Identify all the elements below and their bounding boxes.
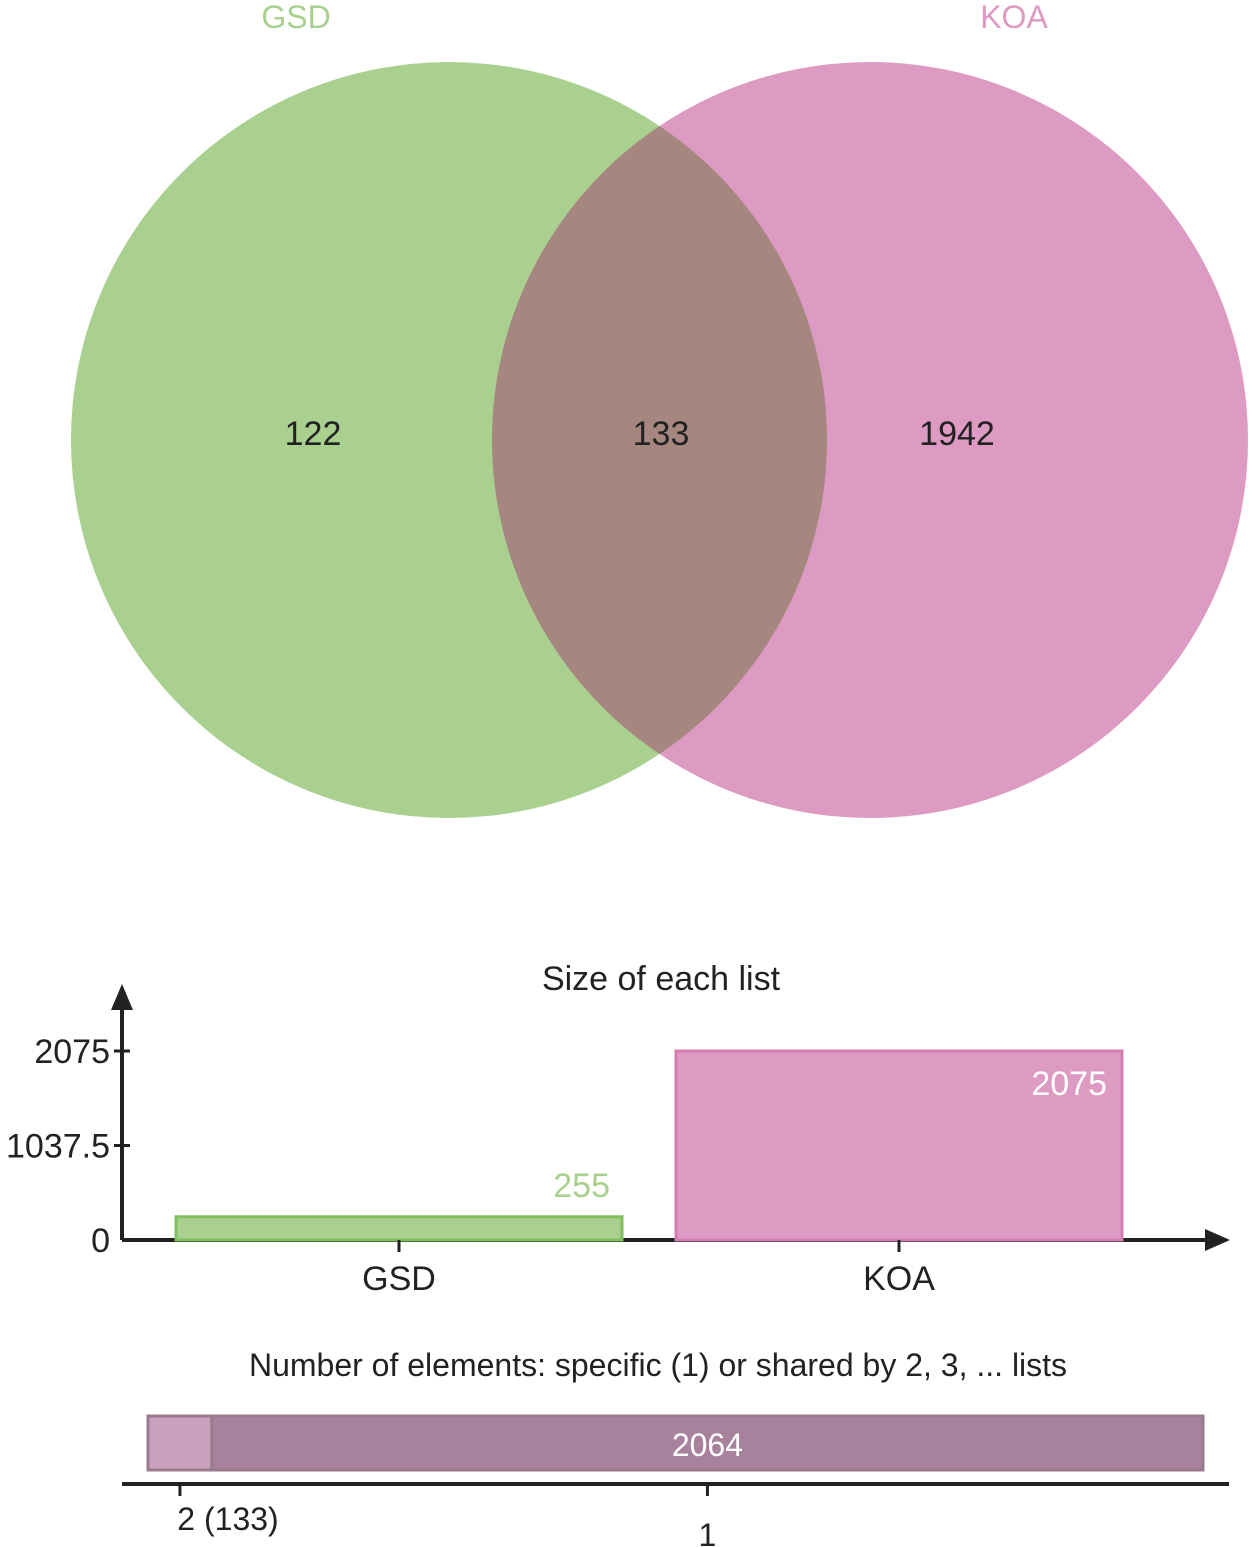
shared-tick-label: 1: [699, 1517, 717, 1548]
shared-chart-segments: 2064 2 (133) 1: [122, 1414, 1229, 1548]
y-tick-label: 0: [91, 1222, 110, 1260]
venn-overlap-region: [492, 126, 827, 754]
shared-segment-2: [146, 1414, 214, 1472]
bar-koa: [674, 1049, 1124, 1242]
y-tick-label: 1037.5: [6, 1128, 110, 1166]
bar-chart-y-ticks: 0 1037.5 2075: [6, 1033, 130, 1260]
bar-chart-bars: 255 GSD 2075 KOA: [174, 1049, 1124, 1298]
bar-chart-title: Size of each list: [542, 960, 781, 998]
venn-diagram: GSD KOA 122 133 1942: [71, 0, 1248, 818]
list-size-bar-chart: Size of each list 0 1037.5 2075 255 GSD 2075…: [6, 960, 1230, 1298]
shared-tick-label: 2 (133): [177, 1501, 278, 1537]
venn-set-label-koa: KOA: [980, 0, 1048, 35]
y-axis-arrow: [111, 984, 133, 1010]
venn-count-koa-only: 1942: [919, 415, 995, 453]
venn-count-gsd-only: 122: [285, 415, 342, 453]
shared-segment-value-label: 2064: [672, 1427, 743, 1463]
shared-elements-chart: Number of elements: specific (1) or shar…: [122, 1347, 1229, 1548]
y-tick-label: 2075: [34, 1033, 110, 1071]
shared-segment-1: [210, 1414, 1205, 1472]
x-tick-label: KOA: [863, 1260, 935, 1298]
bar-gsd: [174, 1215, 624, 1242]
shared-chart-title: Number of elements: specific (1) or shar…: [249, 1347, 1067, 1383]
venn-set-label-gsd: GSD: [261, 0, 330, 35]
bar-value-label: 2075: [1031, 1065, 1107, 1103]
bar-value-label: 255: [553, 1167, 610, 1205]
venn-count-intersection: 133: [633, 415, 690, 453]
x-axis-arrow: [1205, 1229, 1230, 1251]
x-tick-label: GSD: [362, 1260, 436, 1298]
